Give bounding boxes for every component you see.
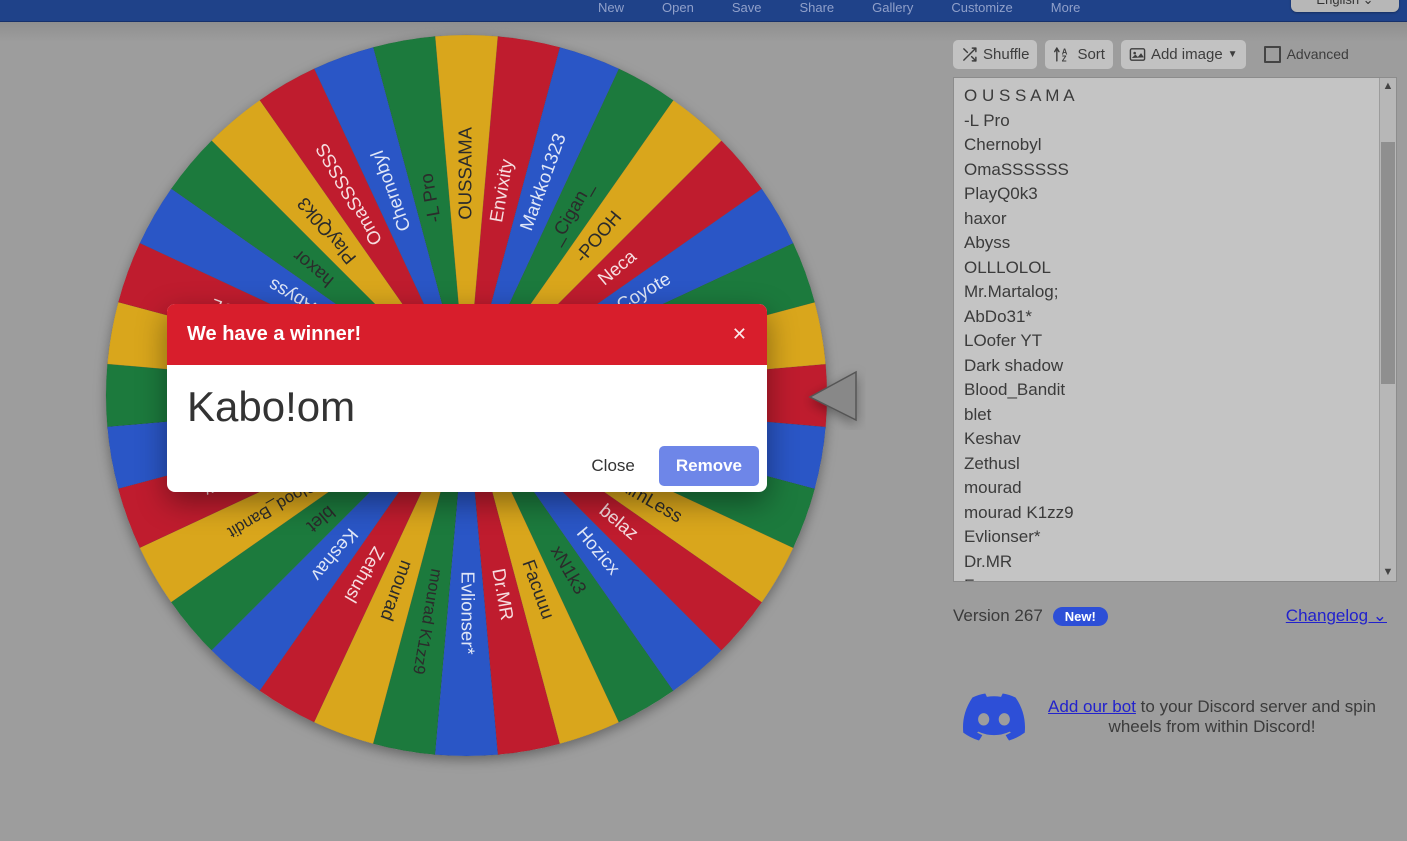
svg-text:OUSSAMA: OUSSAMA	[454, 126, 475, 219]
svg-text:Evlionser*: Evlionser*	[458, 571, 479, 654]
